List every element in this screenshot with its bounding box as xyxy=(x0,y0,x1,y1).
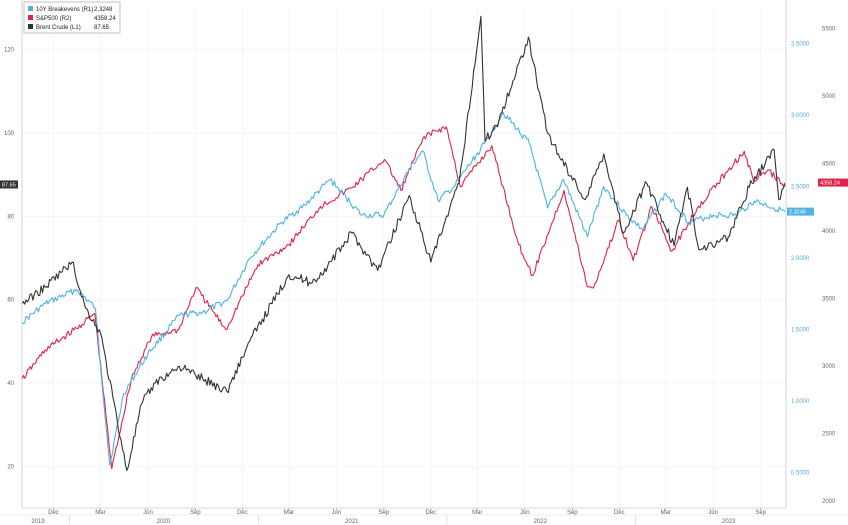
r2-axis-tick-label: 3500 xyxy=(822,297,836,303)
r2-axis-tick-label: 2500 xyxy=(822,432,836,438)
last-value-tag-text: 87.65 xyxy=(2,182,16,188)
r1-axis-tick-label: 1.0000 xyxy=(791,399,810,405)
x-axis-year-label: 2021 xyxy=(345,519,359,525)
legend-swatch xyxy=(28,24,33,29)
legend-series-name: 10Y Breakevens (R1) xyxy=(36,7,93,13)
legend-series-value: 4358.24 xyxy=(94,16,116,22)
x-axis-tick-label: Jun xyxy=(708,510,718,516)
r2-axis-tick-label: 3000 xyxy=(822,364,836,370)
x-axis-tick-label: Dec xyxy=(426,510,437,516)
last-value-tag-text: 2.3248 xyxy=(789,210,806,216)
x-axis-tick-label: Jun xyxy=(332,510,342,516)
r1-axis-tick-label: 3.0000 xyxy=(791,113,810,119)
series-line xyxy=(21,111,786,466)
legend-series-value: 87.65 xyxy=(94,25,110,31)
r2-axis-tick-label: 5500 xyxy=(822,26,836,32)
left-axis-tick-label: 80 xyxy=(7,214,14,220)
x-axis-year-label: 2020 xyxy=(157,519,171,525)
left-axis-tick-label: 40 xyxy=(7,381,14,387)
x-axis-tick-label: Mar xyxy=(472,510,482,516)
x-axis-tick-label: Mar xyxy=(95,510,105,516)
x-axis-tick-label: Jun xyxy=(143,510,153,516)
x-axis-year-label: 2019 xyxy=(31,519,45,525)
legend-swatch xyxy=(28,6,33,11)
x-axis-tick-label: Mar xyxy=(284,510,294,516)
r2-axis-tick-label: 2000 xyxy=(822,499,836,505)
r1-axis-tick-label: 1.5000 xyxy=(791,327,810,333)
r2-axis-tick-label: 4500 xyxy=(822,161,836,167)
x-axis-year-label: 2023 xyxy=(722,519,736,525)
x-axis-tick-label: Dec xyxy=(237,510,248,516)
r1-axis-tick-label: 3.5000 xyxy=(791,42,810,48)
last-value-tag: 4358.24 xyxy=(818,178,848,187)
left-axis-tick-label: 120 xyxy=(4,48,15,54)
r2-axis-tick-label: 5000 xyxy=(822,94,836,100)
left-axis-tick-label: 60 xyxy=(7,298,14,304)
r1-axis-tick-label: 0.5000 xyxy=(791,470,810,476)
legend: 10Y Breakevens (R1) 2.3248 S&P500 (R2) 4358… xyxy=(23,1,121,34)
grid-lines xyxy=(22,8,786,508)
series-layer xyxy=(21,15,786,472)
series-line xyxy=(21,126,786,470)
x-axis-tick-label: Jun xyxy=(520,510,530,516)
x-axis-tick-label: Sep xyxy=(190,510,201,516)
last-value-tag-text: 4358.24 xyxy=(820,181,840,187)
x-axis-tick-label: Dec xyxy=(614,510,625,516)
legend-series-value: 2.3248 xyxy=(94,7,113,13)
x-axis-tick-label: Sep xyxy=(379,510,390,516)
x-axis-tick-label: Dec xyxy=(48,510,59,516)
last-value-tag: 2.3248 xyxy=(787,207,814,216)
left-axis-tick-label: 100 xyxy=(4,131,15,137)
x-axis-tick-label: Sep xyxy=(755,510,766,516)
x-axis-tick-label: Mar xyxy=(661,510,671,516)
x-axis-tick-label: Sep xyxy=(567,510,578,516)
r1-axis-tick-label: 2.5000 xyxy=(791,185,810,191)
legend-series-name: S&P500 (R2) xyxy=(36,16,71,22)
last-value-tags: 4358.24 2.3248 87.65 xyxy=(0,178,848,216)
r2-axis-tick-label: 4000 xyxy=(822,229,836,235)
r1-axis-tick-label: 2.0000 xyxy=(791,256,810,262)
legend-box xyxy=(23,1,121,34)
last-value-tag: 87.65 xyxy=(0,180,18,189)
legend-series-name: Brent Crude (L1) xyxy=(36,25,81,31)
x-axis-year-label: 2022 xyxy=(534,519,548,525)
legend-swatch xyxy=(28,15,33,20)
series-line xyxy=(21,15,786,472)
left-axis-tick-label: 20 xyxy=(7,464,14,470)
